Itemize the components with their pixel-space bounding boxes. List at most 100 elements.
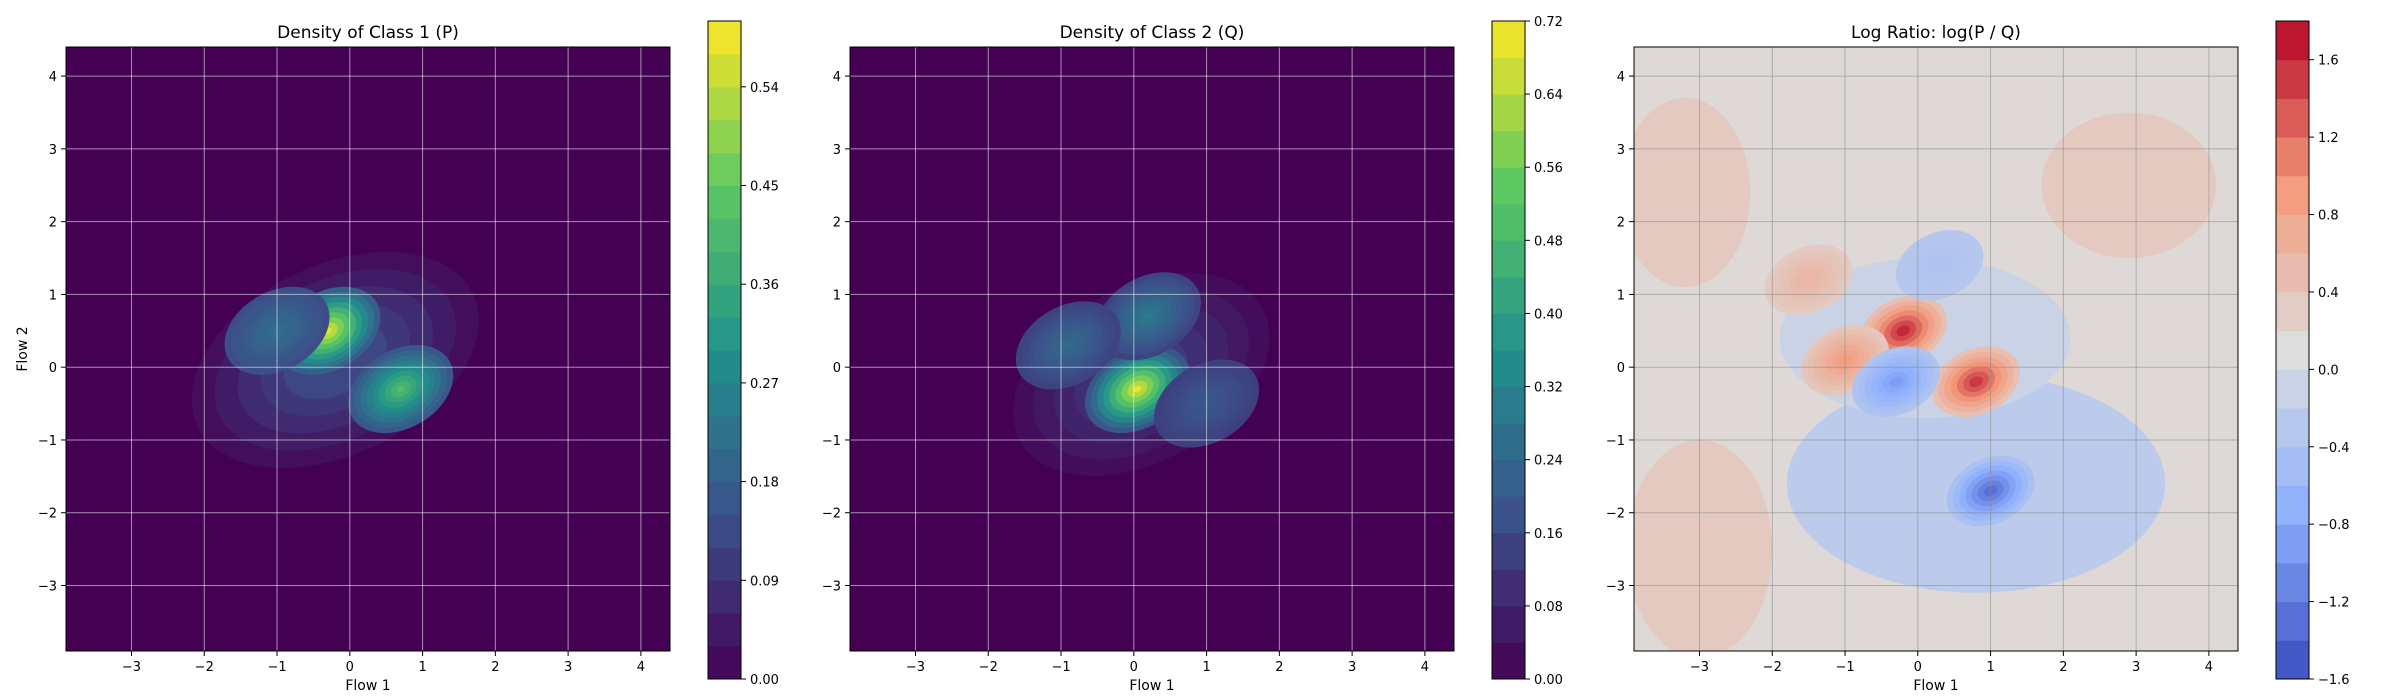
colorbar-tick-label: 0.32 <box>1534 381 1563 396</box>
colorbar-level <box>1492 94 1525 132</box>
x-tick-label: 0 <box>1914 660 1922 675</box>
colorbar-tick-label: −1.2 <box>2318 596 2350 611</box>
colorbar-level <box>708 21 741 55</box>
colorbar-level <box>1492 21 1525 59</box>
x-tick-label: 1 <box>418 660 426 675</box>
x-tick-label: 3 <box>2132 660 2140 675</box>
colorbar-tick-label: −0.4 <box>2318 441 2350 456</box>
colorbar-level <box>1492 605 1525 643</box>
grid <box>1634 47 2238 651</box>
y-tick-label: 4 <box>49 70 57 85</box>
colorbar-level <box>708 448 741 483</box>
colorbar-level <box>2276 214 2309 254</box>
ratio-region <box>1634 439 1773 651</box>
y-tick-label: 3 <box>1617 143 1625 158</box>
x-axis-label: Flow 1 <box>1129 678 1174 694</box>
colorbar-tick-label: 1.6 <box>2318 54 2339 69</box>
colorbar-level <box>1492 240 1525 278</box>
colorbar-level <box>708 119 741 154</box>
colorbar-tick-label: 0.09 <box>750 574 779 589</box>
ratio-mode-4 <box>1801 274 1816 286</box>
x-tick-label: −2 <box>195 660 214 675</box>
chart-panel-3: −3 −2 −1 0 1 2 3 4 −3 −2 −1 0 1 2 3 4 Log Ratio: log(P /… <box>1606 20 2350 694</box>
colorbar-level <box>2276 291 2309 332</box>
colorbar-level <box>2276 640 2309 680</box>
x-tick-label: 3 <box>564 660 572 675</box>
colorbar-level <box>708 613 741 647</box>
colorbar-level <box>1492 350 1525 388</box>
colorbar-level <box>708 350 741 384</box>
colorbar-level <box>708 218 741 252</box>
y-axis-label: Flow 2 <box>15 326 31 371</box>
x-tick-label: −1 <box>267 660 286 675</box>
colorbar-tick-label: 0.4 <box>2318 286 2339 301</box>
y-tick-label: −3 <box>1606 580 1625 595</box>
density-mode-2 <box>396 385 405 393</box>
colorbar-level <box>708 53 741 88</box>
x-tick-label: −1 <box>1835 660 1854 675</box>
colorbar-tick-label: −0.8 <box>2318 518 2350 533</box>
colorbar-level <box>708 481 741 515</box>
y-tick-label: −1 <box>822 434 841 449</box>
plot-frame <box>65 46 671 652</box>
colorbar-tick-label: 0.8 <box>2318 209 2339 224</box>
ratio-mode-5 <box>1889 376 1903 388</box>
y-tick-label: 1 <box>1617 288 1625 303</box>
colorbar-level <box>1492 532 1525 570</box>
ratio-region <box>1634 97 1751 288</box>
x-tick-label: 4 <box>2205 660 2213 675</box>
density-mode-1 <box>1133 385 1142 393</box>
colorbar-tick-label: 0.27 <box>750 377 779 392</box>
colorbar-level <box>708 646 741 680</box>
x-tick-label: −1 <box>1051 660 1070 675</box>
x-axis-label: Flow 1 <box>1913 678 1958 694</box>
x-tick-label: −3 <box>122 660 141 675</box>
colorbar-level <box>1492 203 1525 241</box>
chart-title: Density of Class 1 (P) <box>277 23 459 43</box>
plot-frame <box>1633 46 2239 652</box>
colorbar-tick-label: 0.64 <box>1534 88 1563 103</box>
colorbar-level <box>708 415 741 450</box>
colorbar-tick-label: 0.56 <box>1534 161 1563 176</box>
colorbar-tick-label: 0.16 <box>1534 527 1563 542</box>
colorbar-level <box>708 185 741 219</box>
y-tick-label: −2 <box>38 507 57 522</box>
colorbar-level <box>708 86 741 121</box>
y-tick-label: 2 <box>49 216 57 231</box>
colorbar-frame <box>707 20 742 680</box>
colorbar-level <box>2276 446 2309 486</box>
x-tick-label: 4 <box>637 660 645 675</box>
y-tick-label: −2 <box>1606 507 1625 522</box>
y-tick-label: 3 <box>49 143 57 158</box>
x-tick-label: 2 <box>491 660 499 675</box>
x-tick-label: −2 <box>979 660 998 675</box>
y-tick-label: 4 <box>1617 70 1625 85</box>
colorbar-frame <box>1491 20 1526 680</box>
chart-title: Density of Class 2 (Q) <box>1060 23 1245 43</box>
x-tick-label: 3 <box>1348 660 1356 675</box>
colorbar-level <box>2276 253 2309 293</box>
x-tick-label: 0 <box>346 660 354 675</box>
x-tick-label: 2 <box>2059 660 2067 675</box>
y-tick-label: 4 <box>833 70 841 85</box>
x-tick-label: 4 <box>1421 660 1429 675</box>
ratio-mode-1 <box>1896 325 1910 337</box>
colorbar-level <box>2276 175 2309 216</box>
colorbar-level <box>2276 137 2309 177</box>
colorbar-level <box>2276 601 2309 641</box>
colorbar-level <box>1492 459 1525 497</box>
colorbar-level <box>1492 313 1525 351</box>
plot-frame <box>849 46 1455 652</box>
colorbar-tick-label: 0.36 <box>750 278 779 293</box>
colorbar-level <box>1492 57 1525 95</box>
x-tick-label: 1 <box>1202 660 1210 675</box>
ratio-mode-2 <box>1969 376 1983 388</box>
colorbar-level <box>708 547 741 581</box>
x-tick-label: 1 <box>1986 660 1994 675</box>
colorbar-tick-label: 0.54 <box>750 81 779 96</box>
colorbar-level <box>708 251 741 285</box>
colorbar: −1.6 −1.2 −0.8 −0.4 0.0 0.4 0.8 1.2 1.6 <box>2275 20 2350 688</box>
colorbar-level <box>1492 276 1525 314</box>
chart-title: Log Ratio: log(P / Q) <box>1851 23 2021 43</box>
